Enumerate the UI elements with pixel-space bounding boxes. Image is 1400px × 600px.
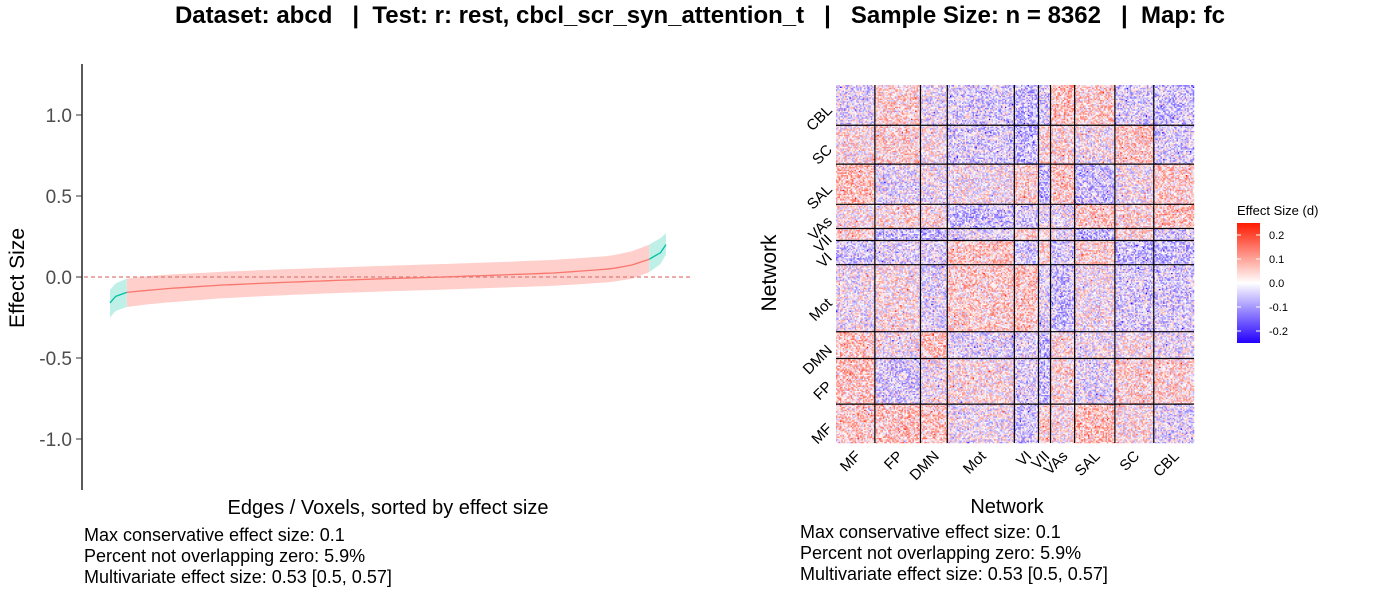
ci-band-main <box>127 245 650 307</box>
left-y-tick-label: 1.0 <box>46 106 72 127</box>
left-y-tick-label: -0.5 <box>39 349 72 370</box>
left-y-tick-label: -1.0 <box>39 430 72 451</box>
left-x-axis-label: Edges / Voxels, sorted by effect size <box>228 497 549 519</box>
effect-size-sorted-chart: 1.0 0.5 0.0 -0.5 -1.0 Edges / Voxels, sorted… <box>0 0 720 520</box>
left-y-tick-label: 0.5 <box>46 187 72 208</box>
ci-band-tail-left <box>110 279 127 318</box>
ci-band-tail-right <box>649 233 666 272</box>
left-y-axis-label: Effect Size <box>6 228 29 328</box>
left-y-tick-label: 0.0 <box>46 268 72 289</box>
